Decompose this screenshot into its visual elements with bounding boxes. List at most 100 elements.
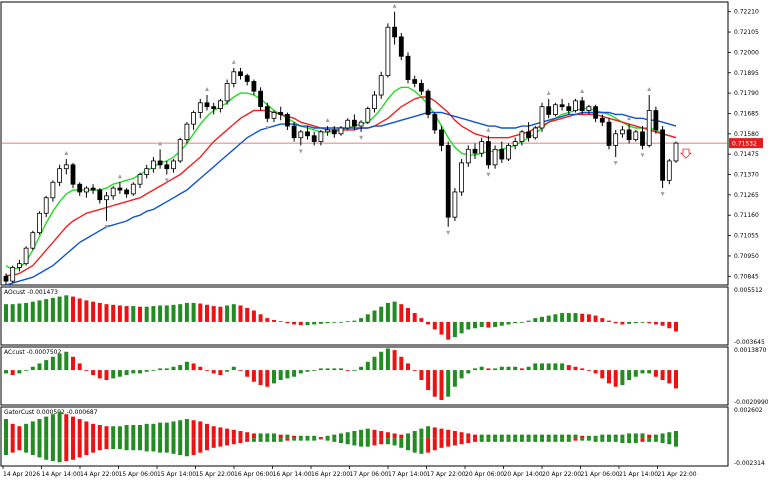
candle-body: [291, 125, 297, 139]
gator-bar: [325, 435, 330, 439]
gator-bar: [205, 438, 209, 451]
alligator-teeth-line: [6, 96, 677, 276]
gator-bar: [144, 438, 149, 452]
ao-bar: [466, 321, 471, 330]
gator-bar: [225, 438, 230, 446]
gator-bar: [272, 438, 276, 442]
ac-bar: [533, 363, 538, 371]
gator-bar: [406, 433, 410, 439]
gator-bar: [57, 438, 62, 463]
ac-bar: [479, 366, 484, 371]
fractal-down-marker: [164, 178, 169, 183]
gator-bar: [305, 438, 310, 441]
candle-body: [539, 106, 545, 129]
candle-body: [425, 90, 431, 115]
gator-bar: [57, 411, 62, 439]
ac-bar: [184, 361, 189, 371]
ao-bar: [332, 321, 337, 323]
gator-bar: [71, 416, 75, 439]
gator-bar: [298, 438, 303, 441]
ac-bar: [231, 366, 236, 371]
ao-bar: [593, 315, 598, 322]
ac-bar: [459, 370, 464, 379]
time-axis-label: 15 Apr 14:00: [157, 471, 196, 478]
ao-bar: [560, 313, 565, 322]
panel-ytick-top-gator: 0.002602: [734, 407, 763, 414]
ao-bar: [459, 321, 464, 334]
ao-bar: [432, 321, 437, 330]
ac-bar: [57, 353, 62, 371]
gator-bar: [24, 438, 29, 453]
gator-bar: [627, 438, 632, 444]
fractal-up-marker: [392, 3, 397, 8]
candle-body: [16, 263, 22, 268]
ao-bar: [653, 321, 658, 325]
gator-bar: [452, 438, 457, 446]
ac-bar: [419, 370, 424, 381]
gator-bar: [117, 438, 122, 450]
ac-bar: [526, 366, 531, 371]
gator-bar: [17, 426, 22, 439]
candle-body: [465, 148, 471, 164]
candle-body: [325, 129, 331, 133]
ao-bar: [419, 318, 424, 322]
panel-frame-gator: [0, 406, 729, 467]
candle-body: [271, 112, 277, 119]
gator-bar: [439, 438, 444, 448]
ao-bar: [406, 307, 410, 322]
fractal-down-marker: [660, 192, 665, 197]
gator-bar: [392, 433, 397, 439]
candle-body: [479, 141, 485, 154]
candle-body: [526, 131, 531, 139]
ac-bar: [473, 368, 477, 371]
ac-bar: [372, 356, 377, 371]
ao-bar: [231, 304, 236, 322]
ao-bar: [285, 321, 290, 324]
candle-body: [593, 106, 598, 119]
ao-bar: [647, 321, 652, 324]
gator-bar: [44, 438, 49, 460]
candle-body: [606, 121, 612, 146]
ao-bar: [205, 304, 209, 322]
candle-body: [23, 247, 29, 265]
ao-bar: [573, 313, 578, 322]
fractal-up-marker: [647, 87, 652, 92]
gator-bar: [131, 425, 136, 439]
ac-bar: [171, 366, 176, 371]
ao-bar: [258, 314, 263, 322]
candle-body: [3, 275, 9, 282]
ao-bar: [600, 318, 605, 322]
ao-bar: [272, 320, 276, 322]
gator-bar: [566, 438, 571, 442]
time-axis-label: 21 Apr 06:00: [581, 471, 620, 478]
fractal-up-marker: [627, 116, 632, 121]
ao-bar: [533, 318, 538, 322]
ac-bar: [439, 370, 444, 401]
gator-bar: [419, 428, 424, 439]
ao-bar: [633, 321, 638, 324]
gator-bar: [158, 422, 163, 439]
gator-bar: [332, 438, 337, 442]
candle-body: [485, 141, 491, 166]
ac-bar: [607, 370, 611, 384]
gator-bar: [265, 438, 270, 442]
gator-bar: [392, 438, 397, 446]
ac-bar: [653, 370, 658, 377]
ao-bar: [131, 306, 136, 322]
ac-bar: [97, 370, 102, 379]
ao-bar: [452, 321, 457, 338]
ao-bar: [513, 321, 518, 324]
ac-bar: [211, 370, 216, 374]
ac-bar: [466, 370, 471, 374]
candle-body: [211, 106, 217, 110]
gator-bar: [332, 434, 337, 439]
gator-bar: [633, 433, 638, 439]
ao-bar: [312, 321, 317, 325]
ao-bar: [97, 302, 102, 322]
ac-bar: [493, 368, 498, 371]
ao-bar: [57, 296, 62, 322]
ao-bar: [218, 306, 223, 322]
candle-body: [264, 106, 270, 119]
gator-bar: [124, 438, 129, 451]
ao-bar: [506, 321, 511, 325]
